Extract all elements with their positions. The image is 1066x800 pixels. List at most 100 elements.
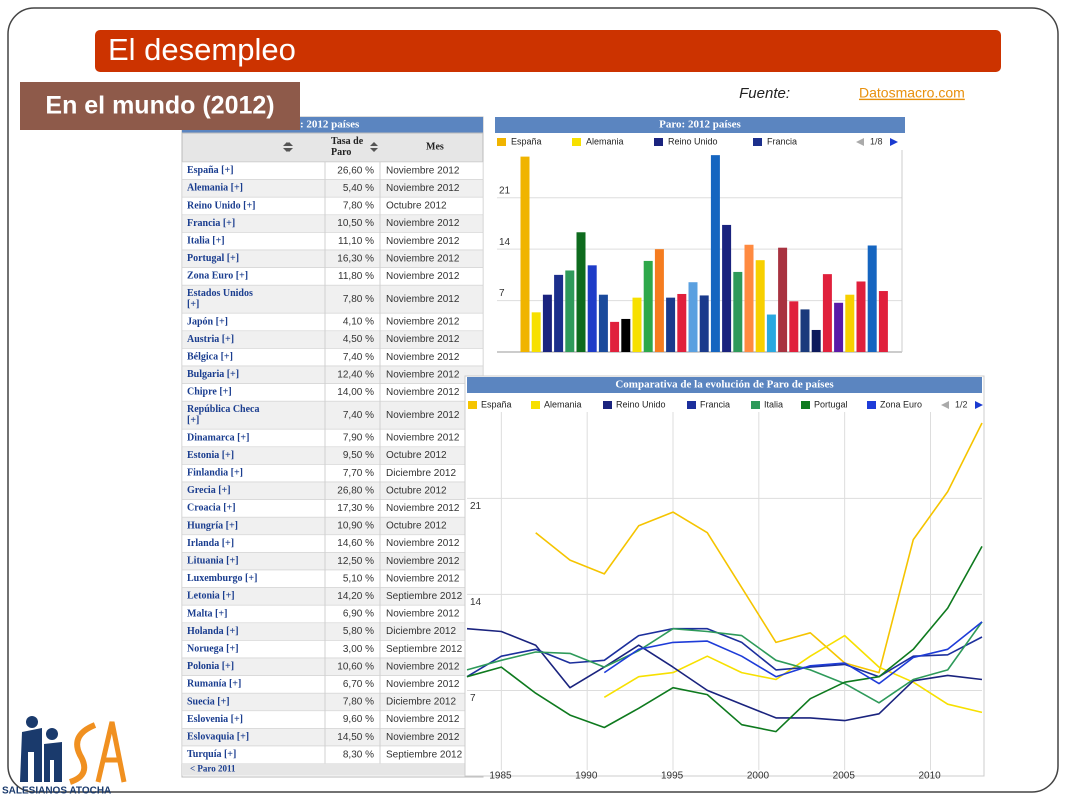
rate: 14,20 %: [337, 591, 374, 602]
pager: 1/2: [955, 399, 968, 409]
country-link[interactable]: Zona Euro [+]: [187, 271, 248, 282]
bar: [744, 244, 754, 352]
month: Noviembre 2012: [386, 410, 460, 421]
country-link[interactable]: Bulgaria [+]: [187, 369, 239, 380]
x-tick-label: 2010: [919, 771, 942, 782]
series-line: [466, 627, 983, 722]
y-tick-label: 14: [499, 237, 511, 248]
country-link[interactable]: República Checa: [187, 404, 260, 415]
country-link[interactable]: Holanda [+]: [187, 626, 239, 637]
series-line: [535, 422, 983, 674]
bar: [677, 293, 687, 352]
logo-a: [95, 721, 127, 783]
month: Noviembre 2012: [386, 218, 460, 229]
rate: 7,80 %: [343, 294, 374, 305]
country-link[interactable]: Croacia [+]: [187, 503, 236, 514]
source-link[interactable]: Datosmacro.com: [859, 85, 965, 101]
country-link[interactable]: Chipre [+]: [187, 387, 232, 398]
country-link[interactable]: Austria [+]: [187, 334, 234, 345]
bar: [632, 297, 642, 352]
logo: SALESIANOS ATOCHA: [2, 716, 127, 797]
country-link[interactable]: Malta [+]: [187, 608, 227, 619]
table-head: [181, 132, 484, 163]
legend-label: Alemania: [544, 399, 582, 409]
logo-head: [26, 716, 38, 728]
country-link[interactable]: Irlanda [+]: [187, 538, 234, 549]
rate: 7,80 %: [343, 697, 374, 708]
bar: [867, 245, 877, 352]
country-link[interactable]: Eslovaquia [+]: [187, 731, 249, 742]
bar: [643, 260, 653, 352]
legend-swatch: [497, 138, 506, 146]
country-link[interactable]: Lituania [+]: [187, 555, 239, 566]
rate: 7,40 %: [343, 352, 374, 363]
rate: 14,50 %: [337, 732, 374, 743]
bar: [554, 274, 564, 352]
pager: 1/8: [870, 136, 883, 146]
country-link[interactable]: Eslovenia [+]: [187, 714, 243, 725]
country-link[interactable]: Turquía [+]: [187, 749, 236, 760]
country-link[interactable]: Rumanía [+]: [187, 679, 241, 690]
rate: 5,40 %: [343, 183, 374, 194]
y-tick-label: 21: [470, 501, 482, 512]
rate: 10,90 %: [337, 521, 374, 532]
rate: 12,50 %: [337, 556, 374, 567]
country-link[interactable]: Luxemburgo [+]: [187, 573, 257, 584]
logo-head: [46, 728, 58, 740]
country-link[interactable]: Reino Unido [+]: [187, 200, 255, 211]
series-line: [466, 546, 983, 733]
country-link[interactable]: Grecia [+]: [187, 485, 231, 496]
pager-next[interactable]: [975, 401, 983, 409]
country-link[interactable]: Italia [+]: [187, 235, 225, 246]
pager-next[interactable]: [890, 138, 898, 146]
country-link[interactable]: Noruega [+]: [187, 643, 239, 654]
country-link[interactable]: [+]: [187, 415, 199, 426]
bar: [621, 318, 631, 352]
bar: [710, 155, 720, 352]
rate: 5,10 %: [343, 573, 374, 584]
bar: [834, 302, 844, 352]
pager-prev[interactable]: [941, 401, 949, 409]
country-link[interactable]: Bélgica [+]: [187, 351, 233, 362]
pager-prev[interactable]: [856, 138, 864, 146]
country-link[interactable]: España [+]: [187, 165, 234, 176]
rate: 8,30 %: [343, 749, 374, 760]
month: Noviembre 2012: [386, 165, 460, 176]
country-link[interactable]: Alemania [+]: [187, 183, 243, 194]
legend-swatch: [531, 401, 540, 409]
country-link[interactable]: Finlandia [+]: [187, 467, 243, 478]
country-link[interactable]: Suecia [+]: [187, 696, 230, 707]
bar: [733, 271, 743, 352]
bar: [520, 156, 530, 352]
month: Noviembre 2012: [386, 433, 460, 444]
country-link[interactable]: [+]: [187, 299, 199, 310]
legend-label: Zona Euro: [880, 399, 922, 409]
series-line: [466, 627, 983, 678]
month: Octubre 2012: [386, 450, 447, 461]
slide-title: El desempleo: [108, 32, 296, 67]
column-header: Tasa de: [331, 136, 364, 147]
month: Noviembre 2012: [386, 503, 460, 514]
month: Noviembre 2012: [386, 538, 460, 549]
chart-bg: [464, 375, 985, 777]
country-link[interactable]: Japón [+]: [187, 316, 228, 327]
logo-figure: [44, 742, 62, 782]
rate: 9,60 %: [343, 714, 374, 725]
table-footer[interactable]: < Paro 2011: [190, 764, 236, 774]
country-link[interactable]: Dinamarca [+]: [187, 432, 249, 443]
rate: 4,50 %: [343, 334, 374, 345]
country-link[interactable]: Hungría [+]: [187, 520, 238, 531]
country-link[interactable]: Polonia [+]: [187, 661, 234, 672]
country-link[interactable]: Portugal [+]: [187, 253, 239, 264]
y-tick-label: 7: [470, 693, 476, 704]
month: Septiembre 2012: [386, 749, 463, 760]
country-link[interactable]: Estados Unidos: [187, 288, 253, 299]
bar: [789, 301, 799, 352]
country-link[interactable]: Estonia [+]: [187, 450, 234, 461]
country-link[interactable]: Francia [+]: [187, 218, 235, 229]
chart-title: Paro: 2012 países: [659, 119, 741, 131]
bar: [755, 260, 765, 352]
country-link[interactable]: Letonia [+]: [187, 591, 235, 602]
table-title: : 2012 países: [300, 119, 360, 131]
bar: [688, 282, 698, 352]
